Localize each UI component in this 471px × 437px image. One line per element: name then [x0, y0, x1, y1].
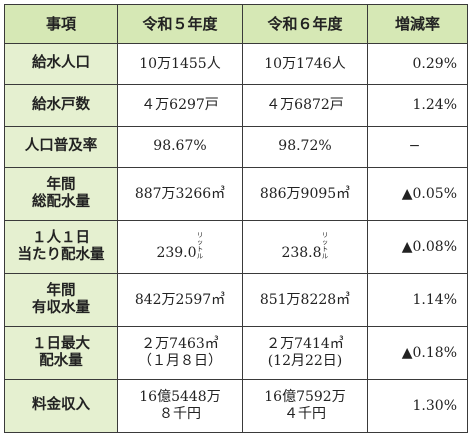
table-row: １人１日 当たり配水量 239.0リットル 238.8リットル ▲0.08%: [4, 219, 468, 274]
row-label: 給水人口: [4, 42, 118, 86]
row-label-line: 配水量: [39, 352, 83, 369]
value-line: ２万7463㎥: [141, 336, 219, 353]
row-label: １人１日 当たり配水量: [4, 219, 118, 274]
header-r5: 令和５年度: [117, 4, 243, 44]
row-label: 料金収入: [4, 378, 118, 434]
value-change: 1.24%: [367, 84, 468, 127]
value-r6: ２万7414㎥ (12月22日): [242, 325, 368, 380]
row-label: 年間 総配水量: [4, 166, 118, 221]
value-r5: 16億5448万 ８千円: [117, 378, 243, 434]
value-r5: 98.67%: [117, 125, 243, 168]
value-change: 1.30%: [367, 378, 468, 434]
row-label-line: 当たり配水量: [17, 246, 105, 263]
value-change: ▲0.18%: [367, 325, 468, 380]
value-r6: ４万6872戸: [242, 84, 368, 127]
row-label-line: 年間: [46, 282, 76, 299]
value-r5: 887万3266㎥: [117, 166, 243, 221]
row-label-line: １人１日: [32, 229, 90, 246]
liter-unit: リットル: [321, 231, 329, 261]
value-change: ▲0.05%: [367, 166, 468, 221]
value-line: ４千円: [284, 405, 326, 422]
row-label: １日最大 配水量: [4, 325, 118, 380]
value-line: ８千円: [159, 405, 201, 422]
header-row: 事項 令和５年度 令和６年度 増減率: [4, 4, 468, 44]
value-date: （１月８日）: [138, 352, 222, 369]
water-supply-statistics-table: 事項 令和５年度 令和６年度 増減率 給水人口 10万1455人 10万1746…: [4, 4, 468, 434]
row-label: 年間 有収水量: [4, 272, 118, 327]
value-r6: 851万8228㎥: [242, 272, 368, 327]
value-line: 16億7592万: [264, 389, 346, 406]
row-label-line: 総配水量: [32, 193, 90, 210]
value-change: 0.29%: [367, 42, 468, 86]
value-r6: 238.8リットル: [242, 219, 368, 274]
value-r5: ４万6297戸: [117, 84, 243, 127]
header-change: 増減率: [367, 4, 468, 44]
value-change: ▲0.08%: [367, 219, 468, 274]
table-row: １日最大 配水量 ２万7463㎥ （１月８日） ２万7414㎥ (12月22日)…: [4, 325, 468, 380]
table-row: 給水戸数 ４万6297戸 ４万6872戸 1.24%: [4, 84, 468, 127]
value-number: 239.0: [156, 245, 197, 262]
value-number: 238.8: [281, 245, 322, 262]
table-row: 年間 総配水量 887万3266㎥ 886万9095㎥ ▲0.05%: [4, 166, 468, 221]
value-r6: 98.72%: [242, 125, 368, 168]
value-r6: 886万9095㎥: [242, 166, 368, 221]
value-change: −: [367, 125, 468, 168]
table-row: 料金収入 16億5448万 ８千円 16億7592万 ４千円 1.30%: [4, 378, 468, 434]
value-r5: 10万1455人: [117, 42, 243, 86]
row-label: 人口普及率: [4, 125, 118, 168]
header-item: 事項: [4, 4, 118, 44]
value-r5: 239.0リットル: [117, 219, 243, 274]
statistics-table-container: 事項 令和５年度 令和６年度 増減率 給水人口 10万1455人 10万1746…: [4, 4, 468, 434]
table-row: 人口普及率 98.67% 98.72% −: [4, 125, 468, 168]
value-r5: ２万7463㎥ （１月８日）: [117, 325, 243, 380]
table-row: 給水人口 10万1455人 10万1746人 0.29%: [4, 42, 468, 86]
row-label-line: 年間: [46, 176, 76, 193]
value-line: ２万7414㎥: [266, 336, 344, 353]
value-r6: 10万1746人: [242, 42, 368, 86]
liter-unit: リットル: [196, 231, 204, 261]
value-date: (12月22日): [267, 352, 343, 369]
row-label-line: 有収水量: [32, 299, 90, 316]
row-label: 給水戸数: [4, 84, 118, 127]
header-r6: 令和６年度: [242, 4, 368, 44]
value-change: 1.14%: [367, 272, 468, 327]
value-r5: 842万2597㎥: [117, 272, 243, 327]
table-row: 年間 有収水量 842万2597㎥ 851万8228㎥ 1.14%: [4, 272, 468, 327]
value-line: 16億5448万: [139, 389, 221, 406]
value-r6: 16億7592万 ４千円: [242, 378, 368, 434]
row-label-line: １日最大: [32, 335, 90, 352]
